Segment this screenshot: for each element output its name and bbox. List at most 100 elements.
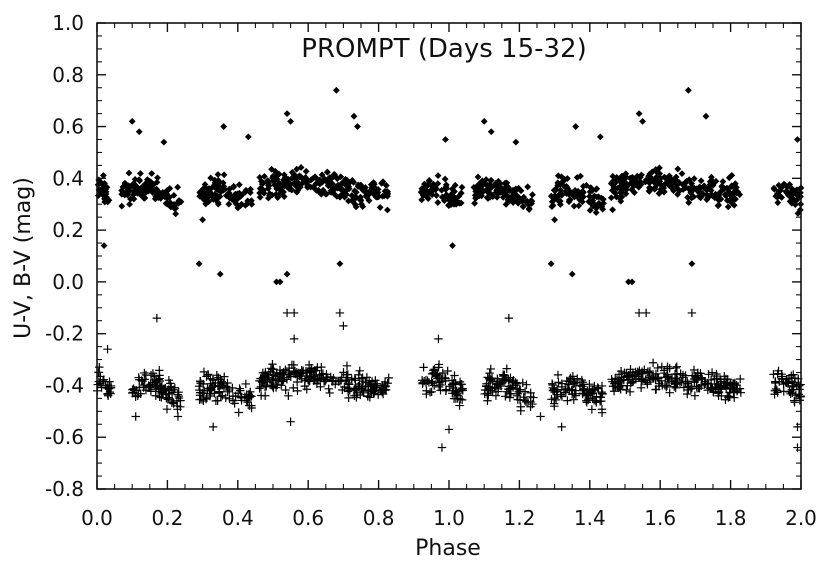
plus-point (260, 391, 270, 400)
plus-point (313, 376, 323, 385)
diamond-point (286, 180, 294, 188)
diamond-point (475, 192, 483, 200)
plus-point (771, 384, 781, 394)
diamond-point (152, 193, 160, 201)
plus-point (419, 363, 428, 372)
diamond-point (375, 193, 383, 200)
plus-point (697, 373, 706, 382)
plus-point (419, 376, 429, 386)
plus-point (155, 366, 164, 375)
plus-point (502, 364, 511, 373)
diamond-point (101, 186, 109, 194)
plus-point (556, 390, 565, 399)
plus-point (450, 371, 459, 380)
plus-point (580, 386, 589, 396)
diamond-point (496, 188, 504, 196)
plus-point (319, 372, 328, 382)
plus-point (106, 381, 116, 391)
diamond-point (551, 187, 559, 195)
plus-point (146, 371, 156, 380)
diamond-point (102, 193, 110, 201)
plus-point (241, 379, 251, 389)
diamond-point (499, 193, 507, 201)
plus-point (97, 383, 106, 392)
diamond-point (486, 189, 493, 197)
plus-point (787, 371, 796, 380)
plus-point (454, 386, 464, 396)
plus-point (595, 397, 605, 406)
diamond-point (709, 177, 716, 185)
plus-point (339, 368, 348, 377)
plus-point (654, 374, 663, 383)
diamond-point (142, 180, 150, 188)
diamond-point (280, 171, 288, 179)
plus-point (302, 385, 311, 394)
diamond-point (354, 123, 361, 130)
plus-point (571, 391, 581, 400)
diamond-point (221, 185, 229, 193)
x-tick-label: 1.2 (503, 506, 535, 530)
plus-point (105, 377, 114, 386)
plus-point (343, 383, 353, 393)
plus-point (557, 379, 566, 388)
diamond-point (722, 192, 730, 200)
diamond-point (271, 181, 279, 189)
plus-point (736, 374, 745, 384)
plus-point (219, 383, 229, 392)
plus-point (302, 371, 311, 381)
diamond-point (195, 260, 203, 268)
diamond-point (457, 199, 465, 207)
diamond-point (449, 242, 456, 250)
plot-frame (96, 22, 802, 490)
diamond-point (365, 191, 373, 199)
diamond-point (381, 187, 389, 195)
plus-point (357, 374, 367, 383)
plus-point (637, 376, 647, 386)
diamond-point (206, 188, 214, 195)
y-tick-label: -0.6 (45, 425, 84, 449)
x-axis-label: Phase (415, 536, 481, 561)
diamond-point (136, 177, 143, 185)
diamond-point (352, 188, 360, 196)
plus-point (350, 374, 359, 383)
plus-point (598, 389, 607, 399)
x-tick-label: 0.6 (292, 506, 324, 530)
diamond-point (794, 191, 802, 199)
plus-point (136, 389, 145, 398)
diamond-point (166, 185, 174, 192)
diamond-point (548, 203, 556, 211)
diamond-point (637, 181, 645, 188)
diamond-point (101, 195, 108, 203)
plus-point (152, 313, 162, 323)
diamond-point (312, 180, 320, 188)
diamond-point (652, 173, 660, 181)
diamond-point (556, 197, 564, 205)
diamond-point (736, 191, 744, 199)
plus-point (592, 398, 601, 407)
diamond-point (125, 182, 133, 190)
plus-point (609, 387, 619, 396)
plus-point (176, 402, 185, 411)
diamond-point (785, 190, 793, 198)
plus-point (340, 382, 349, 392)
plus-point (170, 383, 180, 392)
diamond-point (248, 200, 256, 208)
diamond-point (247, 185, 254, 193)
diamond-point (302, 174, 310, 182)
diamond-point (285, 185, 293, 193)
diamond-point (261, 172, 268, 180)
diamond-point (585, 198, 593, 205)
diamond-point (572, 123, 580, 130)
diamond-point (119, 183, 127, 191)
diamond-point (256, 193, 264, 201)
diamond-point (172, 210, 180, 218)
plus-point (237, 393, 246, 403)
diamond-point (672, 183, 680, 191)
plus-point (643, 367, 653, 376)
plus-point (281, 385, 290, 395)
axes-layer: 0.0 0.2 0.4 0.6 0.8 1.0 1.2 1.4 1.6 1.8 2.0 1.0 0.8 0… (45, 11, 817, 530)
plus-point (665, 388, 674, 397)
plus-point (645, 375, 655, 385)
plus-point (303, 375, 313, 385)
diamond-point (293, 174, 300, 182)
